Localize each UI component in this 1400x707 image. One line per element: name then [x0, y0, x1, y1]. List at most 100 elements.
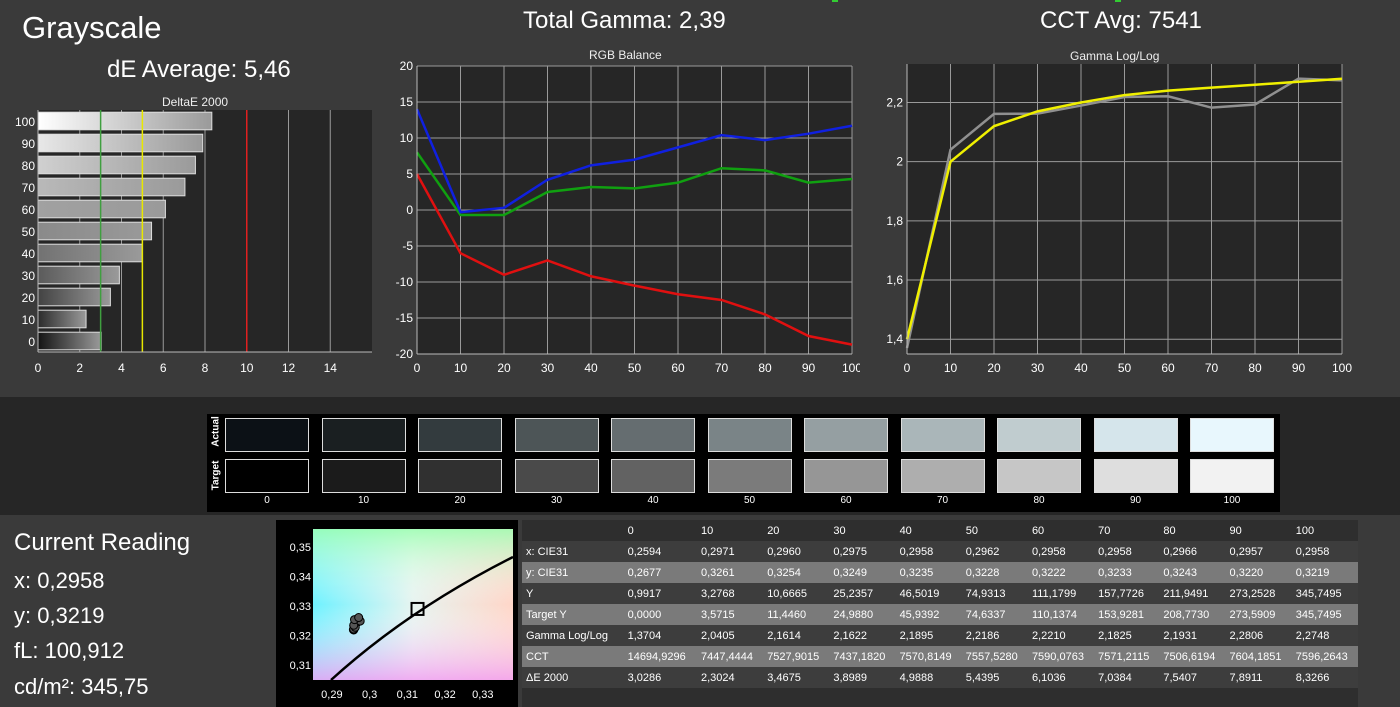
y-tick-label: 15 — [400, 95, 414, 109]
x-tick-label: 60 — [671, 361, 685, 375]
x-tick-label: 60 — [1161, 361, 1175, 375]
x-tick-label: 0 — [904, 361, 911, 375]
table-cell: 2,2210 — [1031, 629, 1066, 642]
cie-color-overlay — [313, 529, 513, 680]
y-tick-label: -15 — [396, 311, 414, 325]
series-line — [905, 77, 1343, 349]
target-swatch — [225, 459, 309, 493]
y-tick-label: 2,2 — [886, 95, 903, 109]
table-cell: 8,3266 — [1295, 671, 1330, 684]
swatch-label: 90 — [1129, 495, 1142, 506]
table-cell: 7447,4444 — [701, 650, 753, 663]
actual-swatch — [611, 418, 695, 452]
target-swatch — [418, 459, 502, 493]
y-tick-label: 0,34 — [290, 571, 311, 583]
table-row: x: CIE31 0,2594 0,2971 0,2960 0,2975 0,2958 0,… — [522, 541, 1358, 562]
x-tick-label: 2 — [76, 361, 83, 375]
table-cell: 0,3228 — [965, 566, 1000, 579]
rgb-balance-title: RGB Balance — [589, 48, 662, 62]
y-tick-label: 10 — [22, 313, 36, 327]
x-tick-label: 80 — [758, 361, 772, 375]
x-tick-label: 10 — [454, 361, 468, 375]
table-row: ΔE 2000 3,0286 2,3024 3,4675 3,8989 4,9888 5,4… — [522, 667, 1358, 688]
swatch-panel: Actual Target 0 10 20 30 40 50 60 70 80 90 100 — [207, 414, 1280, 512]
y-tick-label: 100 — [15, 115, 35, 129]
swatch-label: 80 — [1033, 495, 1045, 506]
y-tick-label: 90 — [22, 137, 36, 151]
actual-swatch — [707, 418, 792, 452]
x-tick-label: 10 — [240, 361, 254, 375]
column-header: 100 — [1295, 524, 1315, 537]
y-tick-label: 1,4 — [886, 332, 903, 346]
x-tick-label: 100 — [842, 361, 860, 375]
y-tick-label: 20 — [400, 59, 414, 73]
deltae-bar — [37, 331, 102, 351]
deltae-chart: 0 2 4 6 8 10 12 14 0 10 20 30 40 50 60 70 80 90 100 — [15, 110, 372, 375]
x-tick-label: 50 — [1118, 361, 1132, 375]
table-cell: 24,9880 — [833, 608, 874, 621]
table-cell: 74,9313 — [965, 587, 1006, 600]
y-tick-label: -10 — [396, 275, 414, 289]
deltae-chart-title: DeltaE 2000 — [162, 95, 229, 109]
table-cell: 0,2971 — [701, 545, 735, 558]
row-label: CCT — [526, 650, 549, 663]
column-header: 30 — [833, 524, 846, 537]
table-cell: 2,1931 — [1163, 629, 1197, 642]
target-swatch — [804, 459, 888, 493]
actual-swatch — [1093, 418, 1178, 452]
column-header — [522, 520, 624, 541]
actual-swatch — [804, 418, 888, 452]
x-tick-label: 0,31 — [397, 689, 418, 701]
table-cell: 3,0286 — [627, 671, 662, 684]
deltae-bar — [37, 309, 87, 329]
actual-swatch — [900, 418, 985, 452]
x-tick-label: 100 — [1332, 361, 1352, 375]
actual-swatch — [514, 418, 599, 452]
table-cell: 46,5019 — [899, 587, 940, 600]
y-tick-label: 80 — [22, 159, 36, 173]
x-tick-label: 12 — [282, 361, 296, 375]
table-cell: 7506,6194 — [1163, 650, 1216, 663]
table-cell: 6,1036 — [1031, 671, 1066, 684]
measurement-table: 0 10 20 30 40 50 60 70 80 90 100 x: CIE31 0,2594 0,29… — [522, 520, 1358, 688]
x-tick-label: 0,32 — [434, 689, 455, 701]
y-tick-label: -20 — [396, 347, 414, 361]
target-swatch — [707, 459, 792, 493]
table-cell: 153,9281 — [1098, 608, 1145, 621]
swatch-label: 60 — [840, 495, 852, 506]
actual-row-label: Actual — [210, 416, 222, 447]
x-tick-label: 20 — [497, 361, 511, 375]
actual-swatch — [225, 418, 309, 452]
table-cell: 0,3222 — [1031, 566, 1066, 579]
column-header: 80 — [1163, 524, 1176, 537]
deltae-bar — [37, 111, 213, 131]
target-swatch — [997, 459, 1081, 493]
x-tick-label: 0,3 — [362, 689, 377, 701]
x-tick-label: 50 — [628, 361, 642, 375]
measured-point — [354, 613, 364, 623]
y-tick-label: 0 — [406, 203, 413, 217]
table-cell: 0,3219 — [1295, 566, 1330, 579]
row-label: ΔE 2000 — [526, 671, 569, 684]
table-cell: 1,3704 — [627, 629, 662, 642]
y-tick-label: 5 — [406, 167, 413, 181]
swatch-label: 10 — [357, 495, 370, 506]
x-tick-label: 0 — [35, 361, 42, 375]
target-swatch — [611, 459, 695, 493]
table-cell: 0,3249 — [833, 566, 868, 579]
deltae-bar — [37, 133, 204, 153]
table-row: CCT 14694,9296 7447,4444 7527,9015 7437,1820… — [522, 646, 1358, 667]
table-cell: 3,2768 — [701, 587, 735, 600]
table-cell: 45,9392 — [899, 608, 940, 621]
column-header: 20 — [767, 524, 780, 537]
swatch-label: 0 — [264, 495, 270, 506]
series-line — [905, 77, 1343, 340]
table-cell: 2,1895 — [899, 629, 934, 642]
column-header: 90 — [1229, 524, 1242, 537]
status-marker — [1115, 0, 1121, 2]
column-header: 60 — [1031, 524, 1045, 537]
deltae-bar — [37, 199, 166, 219]
x-tick-label: 90 — [1292, 361, 1306, 375]
cct-average: CCT Avg: 7541 — [1040, 7, 1202, 34]
swatch-label: 40 — [647, 495, 659, 506]
